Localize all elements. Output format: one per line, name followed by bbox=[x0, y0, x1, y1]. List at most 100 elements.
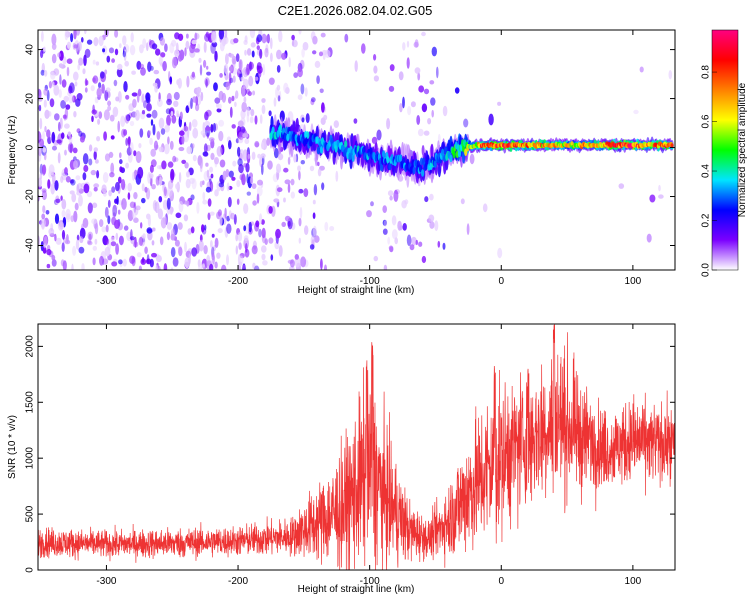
spectrogram-cell bbox=[261, 141, 265, 150]
spectrogram-cell bbox=[344, 33, 349, 43]
spectrogram-cell bbox=[174, 239, 180, 247]
spectrogram-cell bbox=[78, 188, 84, 194]
spectrogram-cell bbox=[133, 150, 137, 157]
spectrogram-cell bbox=[110, 162, 115, 175]
spectrogram-cell bbox=[127, 192, 131, 200]
spectrogram-cell bbox=[310, 97, 316, 103]
spectrogram-cell bbox=[104, 206, 109, 218]
spectrogram-cell bbox=[125, 114, 131, 122]
spectrogram-ridge-cell bbox=[316, 146, 320, 155]
spectrogram-cell bbox=[73, 160, 78, 170]
spectrogram-cell bbox=[203, 245, 208, 255]
spectrogram-cell bbox=[298, 188, 304, 194]
spectrogram-cell bbox=[166, 98, 173, 106]
spectrogram-cell bbox=[257, 153, 261, 159]
spectrogram-cell bbox=[209, 263, 214, 270]
spectrogram-cell bbox=[56, 139, 62, 144]
spectrogram-cell bbox=[123, 129, 128, 136]
spectrogram-cell bbox=[76, 184, 80, 193]
spectrogram-cell bbox=[138, 265, 142, 270]
spectrogram-cell bbox=[208, 137, 215, 142]
spectrogram-cell bbox=[383, 220, 388, 227]
spectrogram-cell bbox=[658, 194, 664, 199]
spectrogram-cell bbox=[204, 224, 207, 231]
spectrogram-cell bbox=[114, 30, 119, 38]
spectrogram-cell bbox=[48, 81, 53, 89]
spectrogram-cell bbox=[107, 215, 111, 225]
spectrogram-cell bbox=[78, 246, 85, 254]
spectrogram-cell bbox=[335, 170, 339, 182]
spectrogram-cell bbox=[249, 30, 256, 39]
spectrogram-ridge-cell bbox=[270, 115, 274, 130]
spectrogram-cell bbox=[112, 106, 119, 118]
spectrogram-cell bbox=[366, 210, 372, 218]
spectrogram-cell bbox=[276, 187, 283, 193]
spectrogram-cell bbox=[254, 265, 260, 270]
spectrogram-cell bbox=[153, 69, 160, 75]
spectrogram-cell bbox=[55, 198, 61, 203]
spectrogram-cell bbox=[247, 153, 251, 159]
spectrogram-cell bbox=[41, 213, 46, 220]
spectrogram-cell bbox=[198, 57, 202, 64]
spectrogram-cell bbox=[73, 210, 78, 223]
spectrogram-cell bbox=[434, 220, 439, 232]
spectrogram-cell bbox=[274, 241, 280, 250]
spectrogram-cell bbox=[226, 223, 232, 234]
spectrogram-cell bbox=[52, 173, 56, 185]
spectrogram-cell bbox=[114, 219, 120, 229]
spectrogram-cell bbox=[122, 35, 127, 46]
spectrogram-cell bbox=[150, 148, 156, 157]
spectrogram-cell bbox=[136, 252, 142, 258]
spectrogram-cell bbox=[228, 66, 233, 72]
spectrogram-cell bbox=[276, 49, 282, 60]
spectrogram-cell bbox=[216, 103, 219, 108]
spectrogram-cell bbox=[244, 35, 248, 43]
spectrogram-cell bbox=[388, 245, 394, 251]
spectrogram-cell bbox=[242, 264, 246, 270]
spectrogram-cell bbox=[204, 33, 210, 42]
spectrogram-cell bbox=[75, 30, 81, 36]
spectrogram-cell bbox=[460, 198, 465, 205]
spectrogram-cell bbox=[200, 264, 206, 270]
spectrogram-cell bbox=[39, 163, 44, 176]
spectrogram-cell bbox=[60, 132, 65, 139]
spectrogram-cell bbox=[244, 49, 247, 56]
spectrogram-cell bbox=[111, 261, 118, 267]
spectrogram-cell bbox=[382, 228, 388, 235]
spectrogram-cell bbox=[424, 196, 429, 203]
spectrogram-cell bbox=[166, 231, 170, 241]
spectrogram-cell bbox=[254, 76, 259, 81]
spectrogram-cell bbox=[111, 186, 116, 193]
spectrogram-cell bbox=[64, 123, 70, 129]
spectrogram-x-ticks: -300 -200 -100 0 100 bbox=[96, 30, 642, 287]
spectrogram-cell bbox=[152, 227, 156, 232]
spectrogram-cell bbox=[265, 35, 270, 43]
spectrogram-y-axis-label: Frequency (Hz) bbox=[7, 116, 18, 185]
spectrogram-cell bbox=[70, 179, 76, 186]
spectrogram-cell bbox=[297, 67, 303, 78]
spectrogram-cell bbox=[184, 47, 187, 57]
spectrogram-cell bbox=[153, 140, 159, 151]
spectrogram-cell bbox=[88, 233, 92, 242]
spectrogram-cell bbox=[300, 83, 305, 95]
spectrogram-cell bbox=[273, 198, 280, 203]
spectrogram-cell bbox=[99, 219, 104, 228]
spectrogram-cell bbox=[88, 158, 93, 166]
spectrogram-cell bbox=[43, 88, 49, 96]
spectrogram-cell bbox=[238, 58, 243, 71]
spectrogram-cell bbox=[235, 53, 240, 62]
spectrogram-cell bbox=[218, 30, 225, 40]
spectrogram-cell bbox=[428, 214, 435, 223]
spectrogram-cell bbox=[118, 235, 124, 246]
spectrogram-cell bbox=[43, 235, 48, 247]
spectrogram-cell bbox=[84, 78, 88, 87]
spectrogram-cell bbox=[312, 212, 316, 219]
spectrogram-cell bbox=[123, 44, 130, 53]
spectrogram-cell bbox=[88, 144, 93, 152]
spectrogram-cell bbox=[618, 183, 625, 189]
spectrogram-cell bbox=[112, 204, 118, 217]
spectrogram-cell bbox=[47, 179, 51, 189]
spectrogram-cell bbox=[109, 114, 115, 122]
spectrogram-cell bbox=[218, 182, 224, 188]
